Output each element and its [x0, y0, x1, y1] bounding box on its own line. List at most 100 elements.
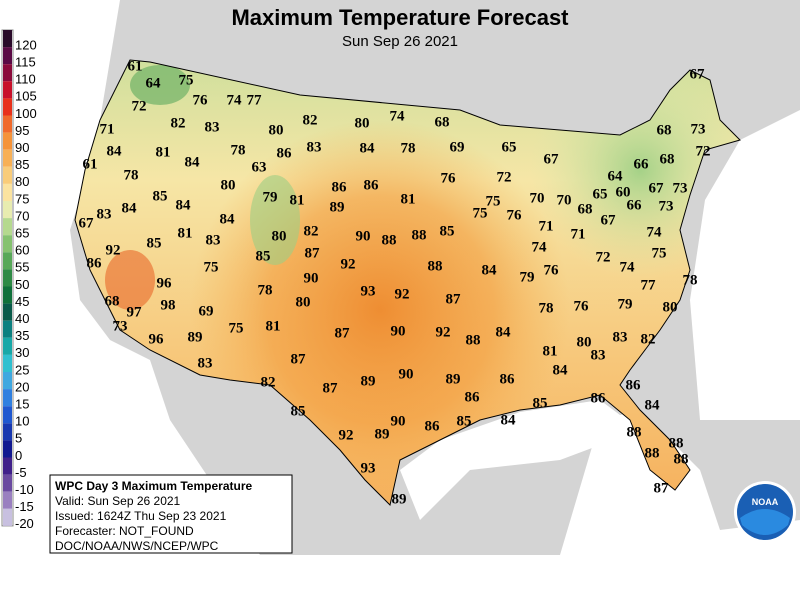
temperature-label: 88: [382, 232, 397, 248]
temperature-label: 68: [105, 293, 120, 309]
temperature-label: 84: [176, 197, 192, 213]
temperature-label: 92: [339, 427, 354, 443]
temperature-label: 96: [149, 331, 165, 347]
temperature-label: 89: [188, 329, 203, 345]
temperature-label: 84: [553, 362, 569, 378]
temperature-label: 82: [303, 112, 318, 128]
temperature-label: 93: [361, 460, 376, 476]
temperature-label: 84: [220, 211, 236, 227]
temperature-label: 73: [113, 318, 128, 334]
temperature-label: 85: [291, 403, 306, 419]
temperature-label: 86: [87, 255, 103, 271]
temperature-label: 72: [132, 98, 147, 114]
temperature-label: 85: [457, 413, 472, 429]
legend-swatch: [3, 406, 12, 424]
legend-swatch: [3, 132, 12, 150]
temperature-label: 88: [428, 258, 443, 274]
temperature-label: 76: [507, 207, 523, 223]
temperature-label: 73: [673, 180, 688, 196]
temperature-label: 84: [496, 324, 512, 340]
legend-label: 100: [15, 106, 37, 121]
legend-swatch: [3, 218, 12, 236]
temperature-label: 83: [205, 119, 220, 135]
temperature-label: 76: [193, 92, 209, 108]
legend-label: 35: [15, 328, 29, 343]
legend-label: 90: [15, 140, 29, 155]
legend-swatch: [3, 183, 12, 201]
legend-label: 70: [15, 208, 29, 223]
logo-wave: [740, 509, 790, 535]
legend-swatch: [3, 252, 12, 270]
title: Maximum Temperature Forecast: [231, 5, 569, 30]
temperature-label: 67: [601, 212, 617, 228]
temperature-label: 85: [533, 395, 548, 411]
legend-swatch: [3, 457, 12, 475]
temperature-label: 81: [543, 343, 558, 359]
temperature-label: 86: [364, 177, 380, 193]
temperature-label: 61: [128, 58, 143, 74]
temperature-label: 84: [107, 143, 123, 159]
temperature-label: 71: [539, 218, 554, 234]
temperature-label: 84: [185, 154, 201, 170]
legend-swatch: [3, 235, 12, 253]
temperature-label: 89: [446, 371, 461, 387]
legend-label: 60: [15, 243, 29, 258]
temperature-label: 68: [660, 151, 675, 167]
temperature-label: 67: [79, 215, 95, 231]
temperature-label: 83: [307, 139, 322, 155]
info-line: DOC/NOAA/NWS/NCEP/WPC: [55, 539, 219, 553]
temperature-label: 80: [221, 177, 236, 193]
temperature-label: 78: [539, 300, 554, 316]
temperature-label: 74: [532, 239, 548, 255]
temperature-label: 89: [330, 199, 345, 215]
temperature-label: 78: [401, 140, 416, 156]
temperature-label: 87: [654, 480, 670, 496]
temperature-label: 82: [304, 223, 319, 239]
temperature-label: 89: [361, 373, 376, 389]
legend-label: -20: [15, 516, 34, 531]
temperature-label: 73: [691, 121, 706, 137]
temperature-label: 92: [106, 242, 121, 258]
temperature-label: 67: [649, 180, 665, 196]
legend-swatch: [3, 354, 12, 372]
info-title: WPC Day 3 Maximum Temperature: [55, 479, 252, 493]
temperature-label: 81: [266, 318, 281, 334]
temperature-label: 70: [530, 190, 545, 206]
temperature-label: 88: [645, 445, 660, 461]
legend-label: 25: [15, 362, 29, 377]
temperature-label: 78: [231, 142, 246, 158]
temperature-label: 82: [261, 374, 276, 390]
legend-label: 115: [15, 55, 36, 70]
temperature-label: 77: [641, 277, 657, 293]
temperature-label: 75: [473, 205, 488, 221]
temperature-label: 87: [335, 325, 351, 341]
temperature-label: 90: [399, 366, 414, 382]
temperature-label: 88: [466, 332, 481, 348]
temperature-label: 90: [304, 270, 319, 286]
legend-swatch: [3, 337, 12, 355]
legend-swatch: [3, 440, 12, 458]
logo-text: NOAA: [752, 497, 779, 507]
temperature-label: 88: [412, 227, 427, 243]
temperature-label: 88: [627, 424, 642, 440]
temperature-label: 85: [256, 248, 271, 264]
temperature-label: 80: [296, 294, 311, 310]
temperature-label: 74: [227, 92, 243, 108]
gulf-of-mexico: [400, 400, 640, 520]
temperature-label: 88: [674, 451, 689, 467]
temperature-label: 75: [229, 320, 244, 336]
temperature-label: 85: [440, 223, 455, 239]
temperature-label: 66: [627, 197, 643, 213]
legend-swatch: [3, 149, 12, 167]
temperature-label: 84: [122, 200, 138, 216]
temperature-label: 83: [613, 329, 628, 345]
legend-swatch: [3, 81, 12, 99]
temperature-label: 75: [204, 259, 219, 275]
temperature-label: 77: [247, 92, 263, 108]
temperature-label: 90: [391, 413, 406, 429]
temperature-label: 98: [161, 297, 176, 313]
temperature-label: 85: [147, 235, 162, 251]
temperature-label: 82: [171, 115, 186, 131]
temperature-label: 65: [593, 186, 608, 202]
